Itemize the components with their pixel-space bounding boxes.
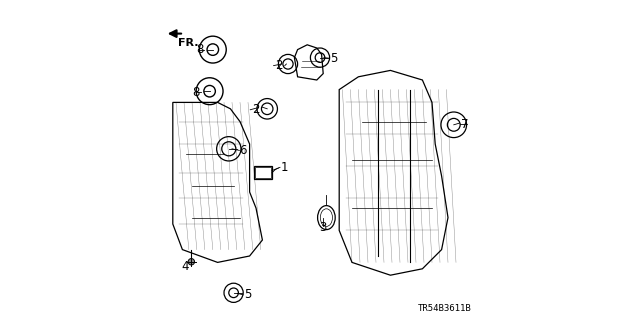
Text: 8: 8 (193, 86, 200, 99)
Circle shape (188, 259, 195, 265)
Text: 5: 5 (330, 52, 338, 65)
Text: 6: 6 (239, 144, 247, 156)
Text: 2: 2 (252, 103, 260, 116)
Text: 3: 3 (319, 221, 327, 234)
Text: FR.: FR. (178, 38, 198, 48)
Text: 8: 8 (196, 43, 204, 56)
Text: 1: 1 (281, 161, 289, 174)
Text: 2: 2 (275, 59, 282, 72)
Bar (254, 166, 272, 179)
Text: TR54B3611B: TR54B3611B (419, 304, 472, 313)
Bar (255, 167, 271, 178)
Text: 5: 5 (244, 288, 252, 301)
Text: 7: 7 (461, 118, 468, 131)
Text: 4: 4 (182, 260, 189, 273)
